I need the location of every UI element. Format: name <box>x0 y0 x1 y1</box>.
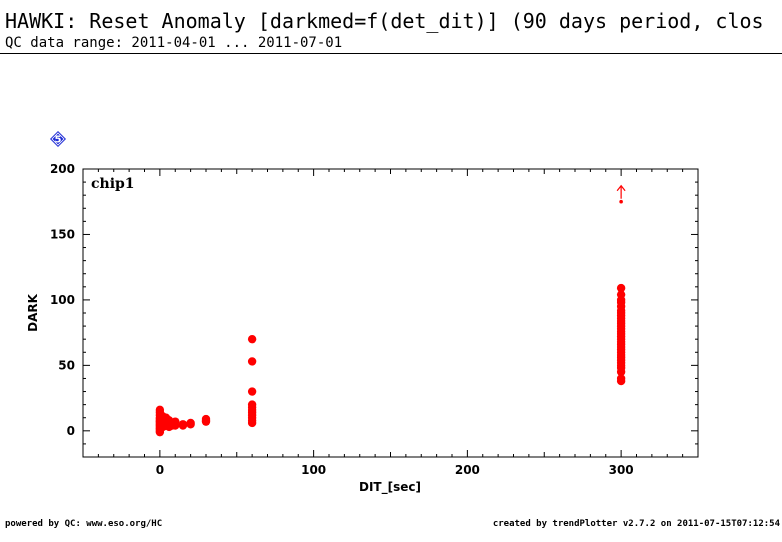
data-point <box>155 405 165 415</box>
outlier-point <box>619 199 623 204</box>
y-axis-label: DARK <box>26 293 40 331</box>
axis-tick-labels: 0 100 200 300 0 50 100 150 200 <box>50 162 634 477</box>
data-point <box>616 374 626 383</box>
panel-label: chip1 <box>91 176 135 192</box>
y-tick-label: 200 <box>50 162 75 176</box>
outlier-arrow-head <box>616 184 626 192</box>
footer-powered-by: powered by QC: www.eso.org/HC <box>5 519 163 529</box>
data-point <box>247 334 257 344</box>
data-point <box>616 283 626 293</box>
footer-created-by: created by trendPlotter v2.7.2 on 2011-0… <box>492 519 780 529</box>
data-point <box>201 414 211 424</box>
y-tick-label: 100 <box>50 293 75 307</box>
axis-ticks <box>82 168 699 458</box>
header-divider <box>0 53 782 54</box>
x-axis-label: DIT_[sec] <box>359 480 421 495</box>
badge-label: 5 <box>55 135 62 146</box>
data-point <box>616 290 626 299</box>
outlier-marker <box>616 184 626 204</box>
x-tick-label: 0 <box>156 463 164 477</box>
data-point <box>171 417 180 426</box>
y-tick-label: 50 <box>58 358 75 372</box>
y-tick-label: 150 <box>50 227 75 241</box>
data-points <box>155 283 626 437</box>
diamond-icon: 5 <box>50 131 66 147</box>
x-tick-label: 300 <box>609 463 634 477</box>
data-range-subtitle: QC data range: 2011-04-01 ... 2011-07-01 <box>5 35 343 51</box>
x-tick-label: 200 <box>455 463 480 477</box>
page-title: HAWKI: Reset Anomaly [darkmed=f(det_dit)… <box>5 9 764 33</box>
data-point <box>178 420 188 429</box>
data-point <box>186 418 195 428</box>
plot-frame <box>82 168 699 458</box>
data-point <box>247 400 257 409</box>
data-point <box>247 357 257 366</box>
y-tick-label: 0 <box>67 424 75 438</box>
data-point <box>247 387 257 396</box>
x-tick-label: 100 <box>301 463 326 477</box>
